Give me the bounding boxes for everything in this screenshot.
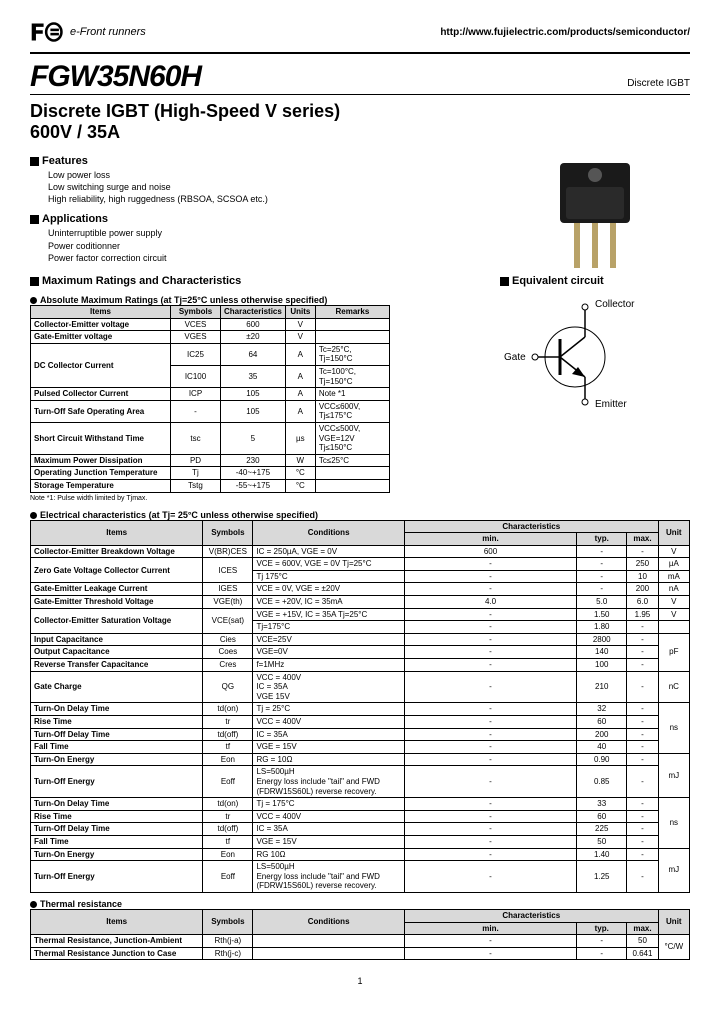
max-ratings-sub: Absolute Maximum Ratings (at Tj=25°C unl… xyxy=(40,295,327,305)
product-type: Discrete IGBT xyxy=(627,78,690,89)
features-list: Low power loss Low switching surge and n… xyxy=(30,169,500,205)
max-ratings-table: ItemsSymbolsCharacteristicsUnitsRemarks … xyxy=(30,305,390,493)
svg-text:Collector: Collector xyxy=(595,299,635,310)
circuit-diagram: Collector Gate Emitter xyxy=(500,289,660,419)
applications-heading: Applications xyxy=(42,213,108,225)
svg-text:Emitter: Emitter xyxy=(595,399,627,410)
features-heading: Features xyxy=(42,155,88,167)
svg-text:Gate: Gate xyxy=(504,352,526,363)
thermal-table: Items Symbols Conditions Characteristics… xyxy=(30,909,690,960)
brand-text: e-Front runners xyxy=(70,26,146,38)
thermal-heading: Thermal resistance xyxy=(40,899,122,909)
title-line1: Discrete IGBT (High-Speed V series) xyxy=(30,101,690,122)
page-number: 1 xyxy=(30,976,690,986)
eq-circuit-heading: Equivalent circuit xyxy=(512,275,604,287)
elec-sub: Electrical characteristics (at Tj= 25°C … xyxy=(40,510,318,520)
max-ratings-heading: Maximum Ratings and Characteristics xyxy=(42,275,241,287)
part-number: FGW35N60H xyxy=(30,60,201,94)
title-line2: 600V / 35A xyxy=(30,122,690,143)
package-image xyxy=(520,155,680,275)
page-header: e-Front runners http://www.fujielectric.… xyxy=(30,20,690,44)
max-ratings-note: Note *1: Pulse width limited by Tjmax. xyxy=(30,495,480,502)
elec-table: Items Symbols Conditions Characteristics… xyxy=(30,520,690,893)
header-url: http://www.fujielectric.com/products/sem… xyxy=(440,27,690,38)
logo-icon xyxy=(30,20,64,44)
applications-list: Uninterruptible power supply Power codit… xyxy=(30,227,500,263)
